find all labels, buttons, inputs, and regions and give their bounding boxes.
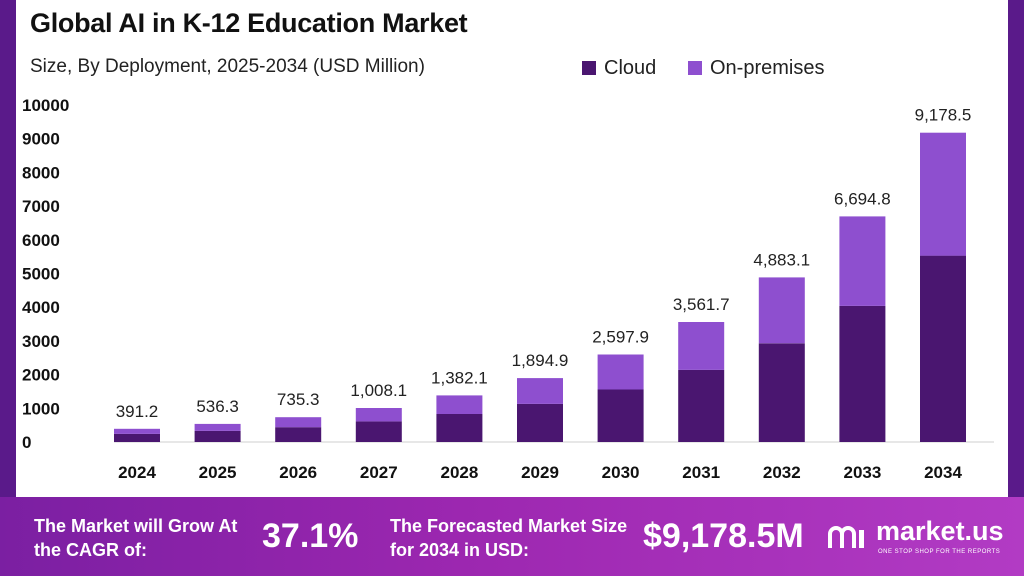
brand-name: market.us [876,516,1004,546]
x-tick-label: 2030 [602,463,640,482]
chart-subtitle: Size, By Deployment, 2025-2034 (USD Mill… [30,56,425,77]
bar-cloud-2024 [114,433,160,442]
bar-cloud-2034 [920,255,966,442]
bar-on-premises-2024 [114,428,160,434]
bar-cloud-2033 [839,305,886,442]
bar-on-premises-2034 [920,132,966,256]
bar-on-premises-2033 [839,216,886,306]
bar-on-premises-2032 [758,277,805,344]
bar-on-premises-2025 [194,423,241,431]
data-label-2031: 3,561.7 [673,295,730,314]
forecast-value: $9,178.5M [643,517,804,555]
data-label-2024: 391.2 [116,402,159,421]
y-tick-label: 6000 [22,231,60,250]
market-us-logo-icon [828,526,864,548]
data-label-2025: 536.3 [196,397,239,416]
y-tick-label: 10000 [22,96,69,115]
bar-on-premises-2031 [678,322,725,370]
y-tick-label: 1000 [22,399,60,418]
x-tick-label: 2027 [360,463,398,482]
data-label-2028: 1,382.1 [431,368,488,387]
bar-cloud-2031 [678,369,725,442]
chart-title: Global AI in K-12 Education Market [30,8,468,38]
bar-on-premises-2028 [436,395,483,414]
x-tick-label: 2024 [118,463,156,482]
brand-tagline: ONE STOP SHOP FOR THE REPORTS [878,549,1001,555]
y-tick-label: 9000 [22,130,60,149]
data-label-2034: 9,178.5 [915,106,972,125]
x-tick-label: 2034 [924,463,962,482]
footer-banner: The Market will Grow At the CAGR of: 37.… [0,497,1024,576]
data-label-2030: 2,597.9 [592,328,649,347]
x-tick-label: 2032 [763,463,801,482]
legend-item-cloud: Cloud [582,57,656,80]
bar-cloud-2025 [194,430,241,442]
data-label-2029: 1,894.9 [512,351,569,370]
cagr-value: 37.1% [262,517,359,555]
y-tick-label: 4000 [22,298,60,317]
y-tick-label: 7000 [22,197,60,216]
x-tick-label: 2025 [199,463,237,482]
legend-label-cloud: Cloud [604,57,657,79]
x-tick-label: 2026 [279,463,317,482]
bar-on-premises-2030 [597,354,644,390]
y-tick-label: 2000 [22,366,60,385]
bar-cloud-2027 [355,421,402,442]
data-label-2033: 6,694.8 [834,189,891,208]
bar-cloud-2026 [275,427,322,442]
legend-swatch-cloud [582,61,596,75]
forecast-label: The Forecasted Market Size for 2034 in U… [390,516,628,560]
x-tick-label: 2031 [682,463,720,482]
data-label-2026: 735.3 [277,390,320,409]
bar-on-premises-2029 [517,378,563,404]
bar-on-premises-2026 [275,417,322,428]
data-label-2027: 1,008.1 [350,381,407,400]
bar-cloud-2029 [517,403,563,442]
y-tick-label: 8000 [22,163,60,182]
legend-swatch-on-premises [688,61,702,75]
x-tick-label: 2033 [843,463,881,482]
legend-item-on-premises: On-premises [688,57,824,80]
bar-on-premises-2027 [355,408,402,422]
bar-cloud-2030 [597,389,644,442]
bar-cloud-2028 [436,414,483,442]
y-tick-label: 3000 [22,332,60,351]
x-tick-label: 2029 [521,463,559,482]
data-label-2032: 4,883.1 [753,250,810,269]
chart-card: Global AI in K-12 Education Market Size,… [16,0,1008,497]
y-tick-label: 0 [22,433,31,452]
y-tick-label: 5000 [22,265,60,284]
legend-label-on-premises: On-premises [710,57,825,79]
bar-cloud-2032 [758,343,805,442]
cagr-label: The Market will Grow At the CAGR of: [34,516,238,560]
x-tick-label: 2028 [440,463,478,482]
bar-chart-plot: 0 1000 2000 3000 4000 5000 6000 7000 8000 9000 100… [22,96,994,482]
